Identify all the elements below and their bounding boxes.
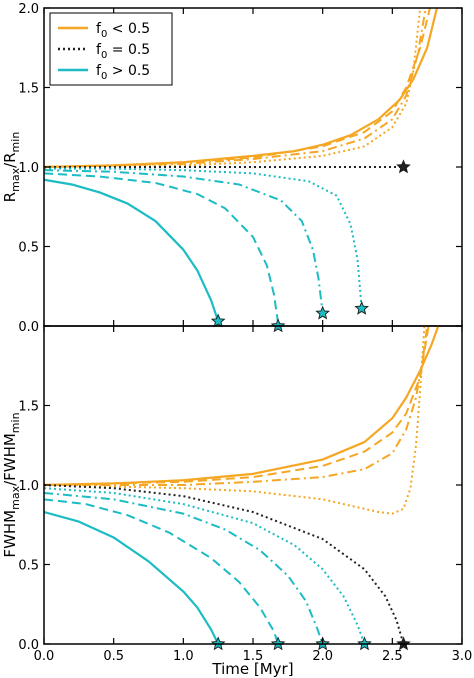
series-line-4 bbox=[44, 8, 422, 168]
legend-label: f0 > 0.5 bbox=[96, 63, 150, 82]
y-tick-label: 1.0 bbox=[18, 479, 39, 494]
legend-label: f0 < 0.5 bbox=[96, 21, 150, 40]
x-tick-label: 0.0 bbox=[34, 649, 55, 664]
series-line-5 bbox=[44, 484, 405, 644]
series-line-2 bbox=[44, 326, 430, 486]
series-line-3 bbox=[44, 326, 429, 486]
y-tick-label: 0.0 bbox=[18, 638, 39, 653]
y-axis-label: FWHMmax/FWHMmin bbox=[1, 412, 22, 557]
y-tick-label: 2.0 bbox=[18, 2, 39, 17]
legend: f0 < 0.5 f0 = 0.5 f0 > 0.5 bbox=[49, 12, 173, 86]
y-tick-label: 1.0 bbox=[18, 161, 39, 176]
x-tick-label: 2.0 bbox=[312, 649, 333, 664]
x-tick-label: 1.0 bbox=[173, 649, 194, 664]
y-tick-label: 1.5 bbox=[18, 82, 39, 97]
series-line-7 bbox=[44, 172, 280, 323]
y-tick-label: 0.5 bbox=[18, 241, 39, 256]
legend-label: f0 = 0.5 bbox=[96, 42, 150, 61]
series-line-6 bbox=[44, 178, 220, 322]
series-line-6 bbox=[44, 510, 220, 644]
series-line-8 bbox=[44, 491, 324, 644]
x-tick-label: 1.5 bbox=[243, 649, 264, 664]
legend-box bbox=[49, 12, 173, 86]
x-tick-label: 2.5 bbox=[382, 649, 403, 664]
star-marker bbox=[210, 313, 226, 328]
y-tick-label: 0.0 bbox=[18, 320, 39, 335]
x-tick-label: 0.5 bbox=[103, 649, 124, 664]
y-axis-label: Rmax/Rmin bbox=[1, 132, 22, 203]
series-line-9 bbox=[44, 167, 363, 309]
x-tick-label: 3.0 bbox=[452, 649, 473, 664]
star-marker bbox=[396, 159, 411, 174]
star-marker bbox=[354, 300, 369, 315]
series-line-1 bbox=[44, 326, 440, 487]
series-line-7 bbox=[44, 498, 280, 644]
y-tick-label: 1.5 bbox=[18, 400, 39, 415]
y-tick-label: 0.5 bbox=[18, 559, 39, 574]
star-marker bbox=[315, 305, 330, 320]
series-line-4 bbox=[44, 326, 426, 515]
panel-2: 0.0 0.5 1.0 1.5 0.0 0.5 1.0 1.5 2.0 2.5 3.0 FWHMmax… bbox=[1, 325, 473, 664]
panel-1: 0.0 0.5 1.0 1.5 2.0 Rmax/Rmin bbox=[1, 2, 463, 335]
x-axis-label: Time [Myr] bbox=[211, 660, 293, 678]
series-line-8 bbox=[44, 169, 324, 314]
